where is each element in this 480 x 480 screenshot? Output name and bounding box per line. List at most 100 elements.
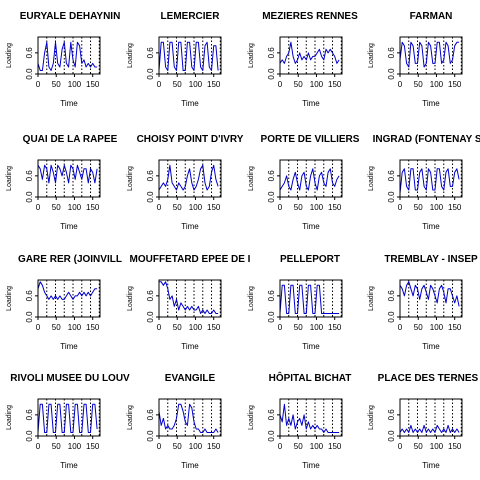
y-tick-label: 0.6: [267, 290, 276, 302]
panel-title: FARMAN: [410, 11, 453, 22]
panel-title: GARE RER (JOINVILL: [18, 254, 122, 265]
y-axis-title: Loading: [127, 405, 134, 430]
chart-panel: HÔPITAL BICHAT 0 50 100 150 0.0 0.6 Time Loading: [248, 371, 351, 470]
plot-frame: [37, 279, 101, 318]
y-tick-label: 0.6: [146, 170, 155, 182]
x-tick-label: 100: [68, 80, 82, 89]
x-tick-label: 100: [310, 323, 324, 332]
x-tick-label: 50: [414, 442, 423, 451]
y-tick-label: 0.6: [387, 170, 396, 182]
y-tick-label: 0.6: [146, 290, 155, 302]
y-axis-title: Loading: [127, 43, 134, 68]
x-axis-title: Time: [302, 222, 320, 231]
series-line: [399, 41, 460, 68]
y-axis-title: Loading: [127, 166, 134, 191]
x-tick-label: 50: [173, 203, 182, 212]
chart-panel: LEMERCIER 0 50 100 150 0.0 0.6 Time Loading: [127, 11, 222, 108]
panel-title: PLACE DES TERNES -: [378, 373, 480, 384]
chart-panel: GARE RER (JOINVILL 0 50 100 150 0.0 0.6 Time Loa…: [6, 254, 122, 351]
x-tick-label: 0: [36, 442, 41, 451]
y-axis-title: Loading: [368, 166, 375, 191]
x-tick-label: 0: [278, 80, 283, 89]
x-tick-label: 150: [207, 203, 221, 212]
x-tick-label: 0: [278, 323, 283, 332]
x-tick-label: 100: [189, 203, 203, 212]
x-tick-label: 100: [310, 80, 324, 89]
y-tick-label: 0.0: [25, 68, 34, 80]
y-tick-label: 0.6: [267, 409, 276, 421]
plot-frame: [399, 398, 463, 437]
x-tick-label: 100: [189, 442, 203, 451]
plot-frame: [37, 36, 101, 75]
y-tick-label: 0.0: [267, 68, 276, 80]
x-tick-label: 50: [294, 442, 303, 451]
x-tick-label: 0: [36, 203, 41, 212]
x-axis-title: Time: [181, 222, 199, 231]
panel-title: PORTE DE VILLIERS: [261, 134, 360, 145]
chart-panel: QUAI DE LA RAPEE 0 50 100 150 0.0 0.6 Time Loadi…: [6, 134, 118, 231]
x-tick-label: 150: [86, 203, 100, 212]
x-tick-label: 50: [52, 80, 61, 89]
panel-title: PELLEPORT: [280, 254, 340, 265]
x-tick-label: 50: [52, 203, 61, 212]
x-tick-label: 100: [189, 323, 203, 332]
x-tick-label: 150: [448, 203, 462, 212]
x-tick-label: 50: [173, 80, 182, 89]
series-line: [158, 164, 219, 191]
x-tick-label: 50: [294, 323, 303, 332]
x-tick-label: 0: [157, 203, 162, 212]
panel-title: HÔPITAL BICHAT: [269, 371, 352, 384]
plot-frame: [279, 279, 343, 318]
plot-frame: [158, 36, 222, 75]
x-tick-label: 150: [328, 442, 342, 451]
y-tick-label: 0.0: [387, 191, 396, 203]
x-tick-label: 150: [86, 323, 100, 332]
panel-title: MOUFFETARD EPEE DE I: [130, 254, 251, 265]
x-tick-label: 50: [173, 442, 182, 451]
x-tick-label: 0: [157, 323, 162, 332]
chart-panel: PLACE DES TERNES - 0 50 100 150 0.0 0.6 Time Loa…: [368, 373, 480, 470]
x-tick-label: 0: [278, 442, 283, 451]
x-tick-label: 100: [310, 442, 324, 451]
x-axis-title: Time: [60, 461, 78, 470]
x-axis-title: Time: [181, 342, 199, 351]
chart-panel: TREMBLAY - INSEP 0 50 100 150 0.0 0.6 Time Loadi…: [368, 254, 478, 351]
panel-title: EURYALE DEHAYNIN: [20, 11, 121, 22]
y-axis-title: Loading: [248, 166, 255, 191]
series-line: [159, 281, 219, 314]
y-tick-label: 0.6: [267, 47, 276, 59]
y-axis-title: Loading: [368, 286, 375, 311]
x-tick-label: 100: [68, 323, 82, 332]
x-tick-label: 50: [414, 203, 423, 212]
chart-panel: MEZIERES RENNES 0 50 100 150 0.0 0.6 Time Loadin…: [248, 11, 358, 108]
y-tick-label: 0.6: [146, 409, 155, 421]
y-tick-label: 0.0: [146, 191, 155, 203]
y-tick-label: 0.0: [146, 311, 155, 323]
y-tick-label: 0.6: [25, 290, 34, 302]
y-tick-label: 0.6: [25, 409, 34, 421]
x-tick-label: 0: [157, 442, 162, 451]
series-line: [158, 41, 219, 71]
x-tick-label: 100: [430, 203, 444, 212]
x-tick-label: 0: [36, 80, 41, 89]
x-axis-title: Time: [60, 222, 78, 231]
x-tick-label: 150: [448, 323, 462, 332]
chart-panel: MOUFFETARD EPEE DE I 0 50 100 150 0.0 0.6 Time L…: [127, 254, 251, 351]
x-tick-label: 100: [310, 203, 324, 212]
panel-grid: EURYALE DEHAYNIN 0 50 100 150 0.0 0.6 Time Loadi…: [6, 11, 480, 470]
series-line: [399, 281, 460, 307]
y-axis-title: Loading: [368, 43, 375, 68]
plot-frame: [158, 279, 222, 318]
x-tick-label: 0: [157, 80, 162, 89]
x-axis-title: Time: [60, 342, 78, 351]
x-tick-label: 150: [328, 323, 342, 332]
series-line: [279, 284, 340, 314]
plot-frame: [37, 398, 101, 437]
x-tick-label: 100: [430, 80, 444, 89]
x-tick-label: 100: [430, 323, 444, 332]
series-line: [279, 168, 340, 191]
x-tick-label: 150: [207, 80, 221, 89]
y-tick-label: 0.0: [146, 68, 155, 80]
x-tick-label: 50: [294, 203, 303, 212]
